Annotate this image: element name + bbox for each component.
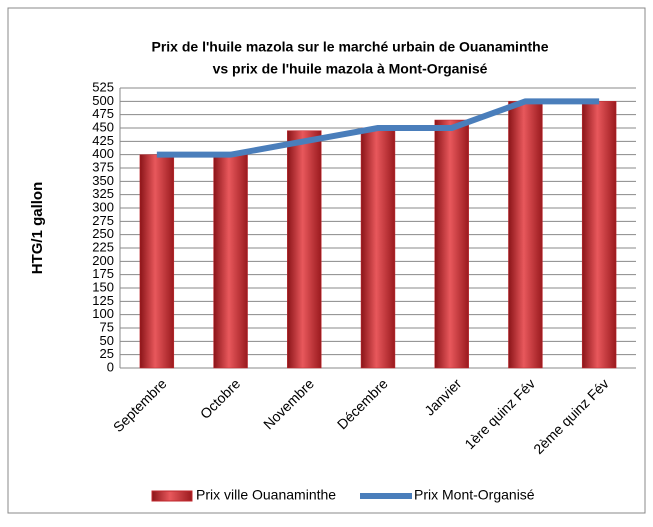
y-tick-label: 175: [92, 266, 114, 281]
y-tick-label: 350: [92, 173, 114, 188]
y-tick-label: 425: [92, 133, 114, 148]
legend-label: Prix ville Ouanaminthe: [196, 487, 336, 503]
y-tick-label: 325: [92, 186, 114, 201]
bar: [361, 128, 395, 368]
y-tick-label: 450: [92, 119, 114, 134]
bar: [435, 120, 469, 368]
chart: Prix de l'huile mazola sur le marché urb…: [0, 0, 653, 522]
y-tick-label: 500: [92, 93, 114, 108]
y-tick-label: 400: [92, 146, 114, 161]
y-axis-label: HTG/1 gallon: [29, 182, 46, 275]
y-tick-label: 0: [107, 359, 114, 374]
y-tick-label: 475: [92, 106, 114, 121]
y-tick-label: 200: [92, 253, 114, 268]
y-tick-label: 375: [92, 159, 114, 174]
bar: [214, 155, 248, 368]
y-tick-label: 100: [92, 306, 114, 321]
chart-title: Prix de l'huile mazola sur le marché urb…: [152, 39, 549, 55]
bar: [140, 155, 174, 368]
bar: [508, 101, 542, 368]
y-tick-label: 75: [100, 319, 114, 334]
y-tick-label: 225: [92, 239, 114, 254]
bar: [582, 101, 616, 368]
y-tick-label: 275: [92, 213, 114, 228]
legend-label: Prix Mont-Organisé: [414, 487, 535, 503]
y-tick-label: 250: [92, 226, 114, 241]
y-tick-label: 525: [92, 79, 114, 94]
legend-swatch: [152, 491, 192, 501]
y-tick-label: 50: [100, 333, 114, 348]
y-tick-label: 300: [92, 199, 114, 214]
y-tick-label: 150: [92, 279, 114, 294]
chart-title: vs prix de l'huile mazola à Mont-Organis…: [213, 61, 488, 77]
y-tick-label: 125: [92, 293, 114, 308]
bar: [287, 131, 321, 368]
y-tick-label: 25: [100, 346, 114, 361]
